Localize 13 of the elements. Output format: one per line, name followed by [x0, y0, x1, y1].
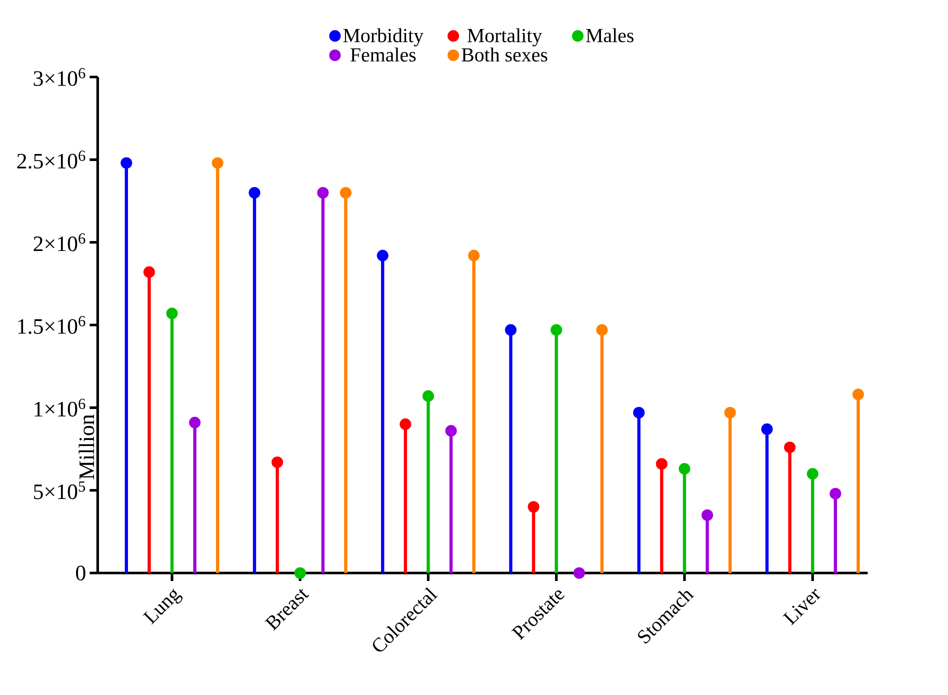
y-tick-label: 2.5×10$^{6}$	[17, 150, 86, 169]
legend-label: Both sexes	[462, 48, 548, 62]
legend-label: Morbidity	[343, 28, 424, 46]
legend-label: Mortality	[467, 28, 542, 46]
legend-label: Males	[586, 28, 634, 42]
legend-label: Females	[350, 48, 416, 62]
y-tick-label: 3×10$^{6}$	[34, 68, 86, 86]
y-axis-title: Million	[78, 414, 94, 480]
y-tick-label: 1×10$^{6}$	[34, 398, 86, 417]
y-tick-label: 5×10$^{5}$	[34, 481, 86, 500]
y-tick-label: 2×10$^{6}$	[34, 233, 86, 252]
y-tick-label: 1.5×10$^{6}$	[18, 316, 86, 334]
y-tick-label: 0	[76, 566, 86, 580]
